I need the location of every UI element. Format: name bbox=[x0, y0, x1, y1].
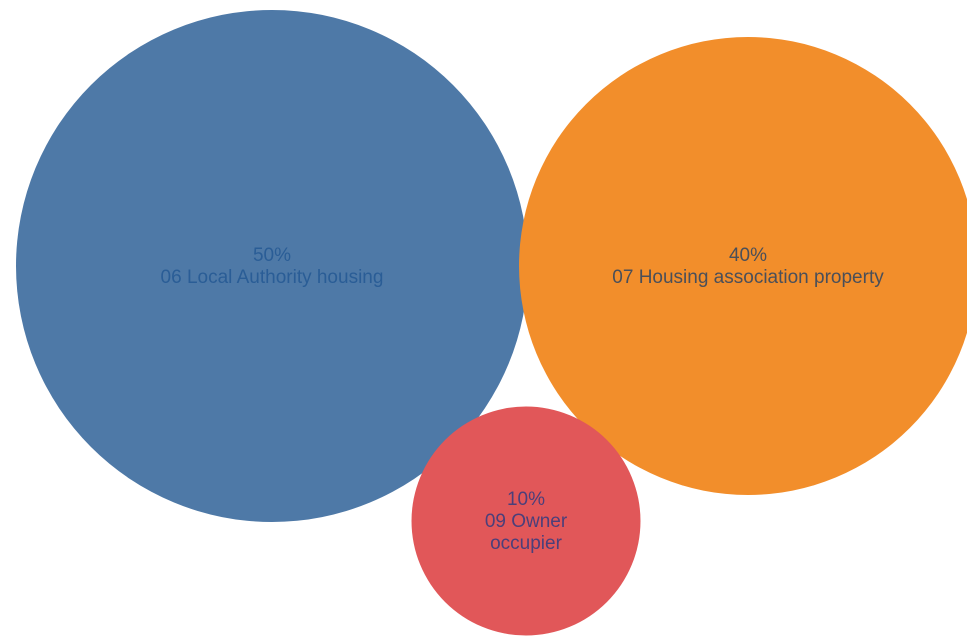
bubble-category-text: 06 Local Authority housing bbox=[161, 267, 384, 288]
bubble-value-text: 10% bbox=[507, 489, 545, 510]
bubble-circle[interactable] bbox=[16, 10, 528, 522]
bubble-label: 10% 09 Owner occupier bbox=[485, 489, 568, 554]
bubble-circle[interactable] bbox=[519, 37, 967, 495]
bubble-label: 50% 06 Local Authority housing bbox=[161, 245, 384, 288]
bubble-0[interactable]: 50% 06 Local Authority housing bbox=[16, 10, 528, 522]
bubbles-group: 50% 06 Local Authority housing 40% 07 Housi… bbox=[16, 10, 967, 636]
bubble-category-text: occupier bbox=[490, 533, 562, 554]
bubble-category-text: 07 Housing association property bbox=[612, 267, 884, 288]
bubble-1[interactable]: 40% 07 Housing association property bbox=[519, 37, 967, 495]
bubble-circle[interactable] bbox=[411, 406, 641, 636]
bubble-category-text: 09 Owner bbox=[485, 511, 568, 532]
bubble-value-text: 40% bbox=[729, 245, 767, 266]
bubble-value-text: 50% bbox=[253, 245, 291, 266]
bubble-2[interactable]: 10% 09 Owner occupier bbox=[411, 406, 641, 636]
bubble-label: 40% 07 Housing association property bbox=[612, 245, 884, 288]
